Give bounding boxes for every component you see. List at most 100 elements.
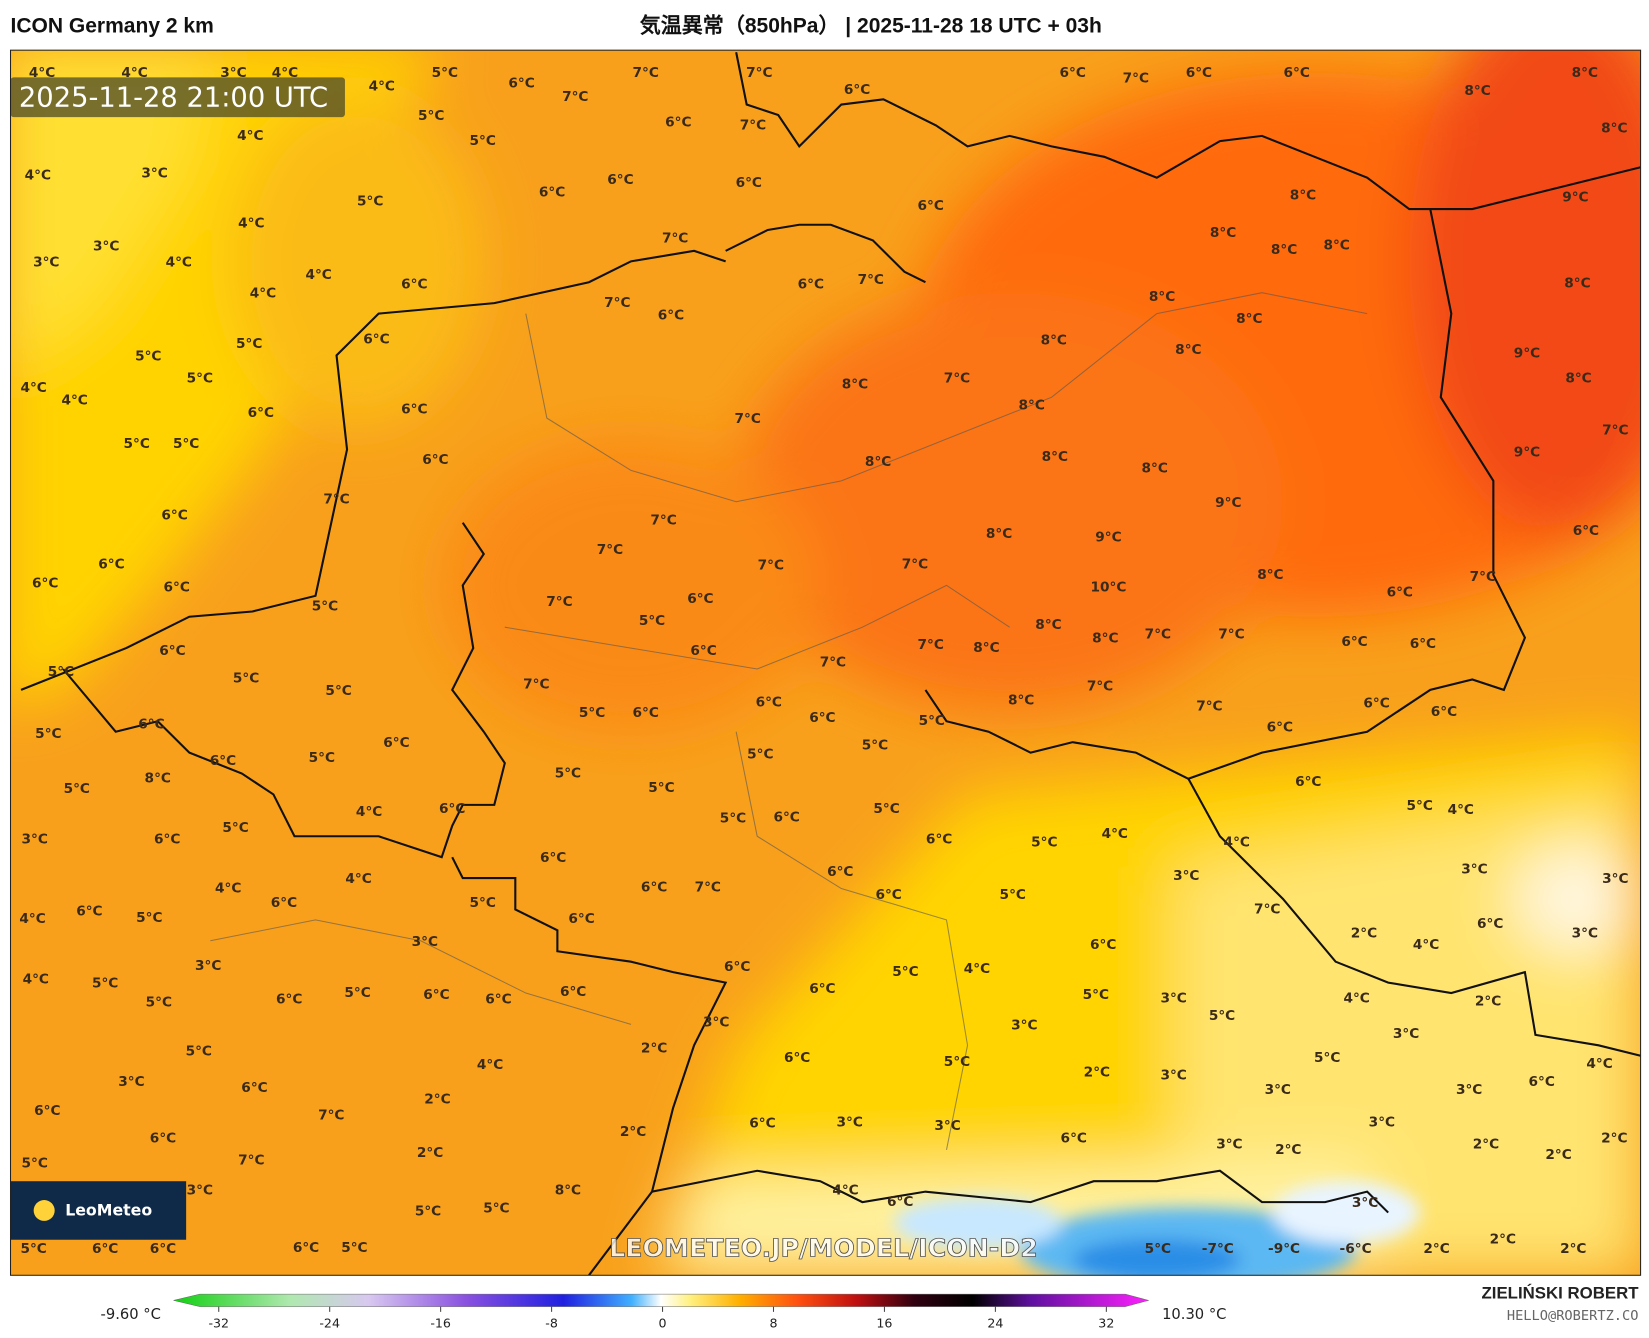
temperature-label: 3°C xyxy=(1011,1017,1037,1033)
temperature-label: 4°C xyxy=(23,971,49,987)
map-frame xyxy=(9,49,1642,1276)
temperature-label: 7°C xyxy=(918,637,944,653)
temperature-label: 7°C xyxy=(902,556,928,572)
map-labels: 4°C 4°C 3°C 4°C 5°C 6°C 7°C 7°C 6°C 6°C 7°C 6°C 6°C 8… xyxy=(19,65,1628,1257)
temperature-label: 5°C xyxy=(720,811,746,827)
temperature-label: 2°C xyxy=(1423,1241,1449,1257)
temperature-label: 6°C xyxy=(773,809,799,825)
temperature-label: 6°C xyxy=(383,735,409,751)
temperature-label: 4°C xyxy=(237,128,263,144)
colorbar: -9.60 °C 10.30 °C -32 -24 -16 -8 0 8 16 24 32 xyxy=(101,1293,1226,1331)
temperature-label: 3°C xyxy=(1352,1195,1378,1211)
temperature-label: 2°C xyxy=(620,1124,646,1140)
temperature-label: 6°C xyxy=(926,831,952,847)
temperature-label: 2°C xyxy=(1473,1137,1499,1153)
temperature-label: 5°C xyxy=(1031,835,1057,851)
temperature-label: 7°C xyxy=(597,542,623,558)
temperature-label: 4°C xyxy=(238,216,264,232)
colorbar-tick-label: -32 xyxy=(208,1316,229,1331)
watermark: LEOMETEO.JP/MODEL/ICON-D2 xyxy=(609,1234,1038,1263)
temperature-label: 2°C xyxy=(1601,1130,1627,1146)
temperature-label: 4°C xyxy=(250,286,276,302)
temperature-label: 3°C xyxy=(187,1183,213,1199)
author: ZIELIŃSKI ROBERT xyxy=(1482,1283,1640,1302)
temperature-label: 3°C xyxy=(703,1014,729,1030)
temperature-label: 6°C xyxy=(508,76,534,92)
temperature-label: 5°C xyxy=(20,1241,46,1257)
temperature-label: 4°C xyxy=(832,1183,858,1199)
temperature-label: 6°C xyxy=(271,895,297,911)
temperature-label: 5°C xyxy=(1145,1241,1171,1257)
temperature-label: 6°C xyxy=(1387,585,1413,601)
temperature-label: 6°C xyxy=(1410,636,1436,652)
temperature-label: 6°C xyxy=(1090,937,1116,953)
temperature-label: 7°C xyxy=(1196,699,1222,715)
temperature-label: 5°C xyxy=(344,985,370,1001)
temperature-label: 3°C xyxy=(1456,1082,1482,1098)
temperature-label: 3°C xyxy=(22,831,48,847)
temperature-label: 2°C xyxy=(1475,993,1501,1009)
temperature-label: 8°C xyxy=(1323,238,1349,254)
temperature-label: 7°C xyxy=(746,65,772,81)
temperature-label: 6°C xyxy=(690,643,716,659)
temperature-label: 6°C xyxy=(276,991,302,1007)
temperature-label: 5°C xyxy=(579,705,605,721)
temperature-label: 8°C xyxy=(1565,370,1591,386)
temperature-label: 8°C xyxy=(555,1183,581,1199)
temperature-label: 8°C xyxy=(1142,460,1168,476)
temperature-label: 6°C xyxy=(1061,1130,1087,1146)
temperature-label: 8°C xyxy=(1018,398,1044,414)
temperature-label: 4°C xyxy=(61,392,87,408)
temperature-label: 8°C xyxy=(1092,631,1118,647)
temperature-label: 6°C xyxy=(98,556,124,572)
temperature-label: 5°C xyxy=(233,670,259,686)
temperature-label: 6°C xyxy=(423,987,449,1003)
temperature-label: 3°C xyxy=(93,239,119,255)
email: HELLO@ROBERTZ.CO xyxy=(1507,1308,1639,1324)
temperature-label: 2°C xyxy=(424,1092,450,1108)
temperature-label: 5°C xyxy=(146,994,172,1010)
temperature-label: 8°C xyxy=(1257,567,1283,583)
temperature-label: 7°C xyxy=(820,655,846,671)
temperature-label: 6°C xyxy=(1529,1074,1555,1090)
temperature-label: 4°C xyxy=(29,65,55,81)
colorbar-gradient xyxy=(173,1293,1150,1307)
alps-cold xyxy=(893,1181,1420,1276)
temperature-label: 6°C xyxy=(422,452,448,468)
temperature-label: 5°C xyxy=(483,1200,509,1216)
temperature-label: 6°C xyxy=(210,753,236,769)
colorbar-tick-label: 24 xyxy=(987,1316,1003,1331)
temperature-label: 7°C xyxy=(633,65,659,81)
temperature-label: 8°C xyxy=(1210,225,1236,241)
temperature-label: 5°C xyxy=(236,336,262,352)
temperature-label: 6°C xyxy=(607,172,633,188)
temperature-label: 6°C xyxy=(749,1116,775,1132)
temperature-label: 5°C xyxy=(944,1054,970,1070)
temperature-label: 5°C xyxy=(341,1240,367,1256)
temperature-label: 4°C xyxy=(477,1057,503,1073)
map-title: 気温異常（850hPa） | 2025-11-28 18 UTC + 03h xyxy=(640,13,1102,37)
temperature-label: 4°C xyxy=(1448,802,1474,818)
temperature-label: 6°C xyxy=(844,82,870,98)
temperature-label: 10°C xyxy=(1091,579,1127,595)
temperature-label: -6°C xyxy=(1340,1241,1372,1257)
temperature-label: 5°C xyxy=(1083,987,1109,1003)
field xyxy=(10,50,1641,1276)
timestamp: 2025-11-28 21:00 UTC xyxy=(19,83,328,114)
temperature-label: 5°C xyxy=(357,194,383,210)
temperature-label: 4°C xyxy=(1413,937,1439,953)
temperature-label: 8°C xyxy=(145,771,171,787)
temperature-label: 6°C xyxy=(401,276,427,292)
temperature-label: 6°C xyxy=(724,959,750,975)
temperature-label: 6°C xyxy=(540,850,566,866)
temperature-label: 6°C xyxy=(918,198,944,214)
temperature-label: 8°C xyxy=(1572,65,1598,81)
temperature-label: 4°C xyxy=(964,961,990,977)
temperature-label: 6°C xyxy=(1363,696,1389,712)
temperature-label: 8°C xyxy=(1035,617,1061,633)
temperature-label: 7°C xyxy=(562,89,588,105)
admin-lines xyxy=(210,292,1368,1150)
temperature-label: 5°C xyxy=(919,713,945,729)
temperature-label: 7°C xyxy=(1087,679,1113,695)
